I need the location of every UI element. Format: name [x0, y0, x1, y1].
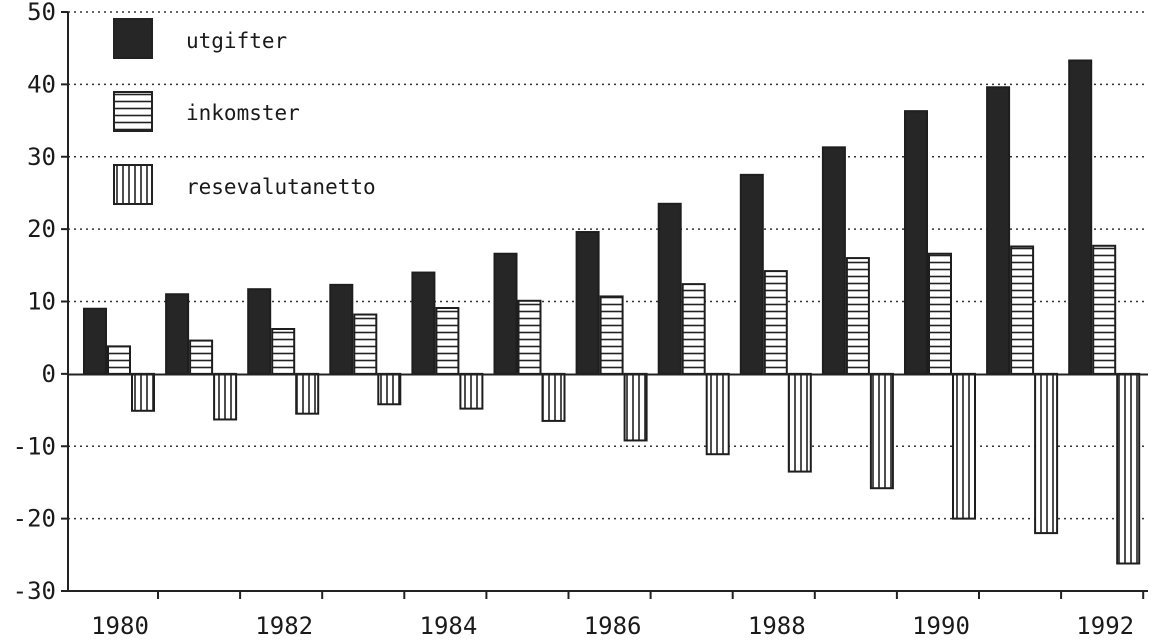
bar-resevalutanetto-1983 [377, 372, 402, 406]
bar-inkomster-1981 [189, 339, 214, 375]
y-tick-label: 20 [27, 215, 56, 243]
bars [83, 59, 1141, 565]
x-tick-label: 1982 [255, 612, 313, 640]
legend-swatch-resevalutanetto [113, 164, 153, 205]
bar-inkomster-1992 [1092, 244, 1117, 375]
bar-inkomster-1983 [353, 313, 378, 375]
x-tick-label: 1992 [1076, 612, 1134, 640]
bar-resevalutanetto-1984 [459, 372, 484, 410]
bar-resevalutanetto-1982 [295, 372, 320, 415]
bar-utgifter-1992 [1068, 59, 1093, 375]
bar-inkomster-1982 [271, 328, 296, 375]
x-tick-label: 1988 [748, 612, 806, 640]
bar-utgifter-1981 [165, 293, 190, 375]
x-tick-label: 1980 [91, 612, 149, 640]
y-tick-label: 10 [27, 288, 56, 316]
legend-label-utgifter: utgifter [186, 29, 287, 53]
x-tick-label: 1990 [912, 612, 970, 640]
bar-resevalutanetto-1980 [131, 372, 155, 412]
legend-swatch-inkomster [113, 91, 153, 132]
y-axis-ticks: -30 -20 -10 0 10 20 30 40 50 [13, 0, 68, 605]
bar-utgifter-1985 [493, 252, 518, 375]
bar-utgifter-1982 [247, 288, 272, 375]
bar-inkomster-1991 [1010, 245, 1035, 375]
bar-utgifter-1989 [821, 146, 846, 375]
legend-label-resevalutanetto: resevalutanetto [186, 175, 376, 199]
bar-inkomster-1989 [845, 257, 870, 375]
bar-resevalutanetto-1991 [1034, 372, 1059, 535]
bar-utgifter-1987 [657, 202, 682, 375]
y-tick-label: 0 [42, 360, 56, 388]
bar-utgifter-1990 [904, 110, 928, 375]
bar-utgifter-1988 [739, 173, 764, 375]
bar-inkomster-1980 [107, 345, 131, 375]
legend-swatch-utgifter [113, 18, 153, 59]
y-tick-label: 50 [27, 0, 56, 26]
bar-inkomster-1988 [763, 270, 788, 375]
bar-resevalutanetto-1992 [1116, 372, 1141, 565]
bar-resevalutanetto-1989 [869, 372, 894, 490]
bar-utgifter-1980 [83, 307, 107, 375]
bar-inkomster-1990 [928, 252, 952, 375]
x-tick-label: 1986 [584, 612, 642, 640]
legend-label-inkomster: inkomster [186, 101, 300, 125]
bar-resevalutanetto-1988 [787, 372, 812, 473]
bar-utgifter-1991 [986, 86, 1011, 375]
x-tick-label: 1984 [420, 612, 478, 640]
bar-inkomster-1987 [681, 283, 706, 375]
bar-inkomster-1985 [517, 299, 542, 375]
legend: utgifter inkomster resevalutanetto [113, 18, 376, 205]
y-tick-label: -20 [13, 505, 56, 533]
y-tick-label: -30 [13, 577, 56, 605]
bar-resevalutanetto-1990 [952, 372, 976, 520]
bar-utgifter-1984 [411, 271, 436, 375]
bar-utgifter-1986 [575, 231, 600, 375]
y-tick-label: 30 [27, 143, 56, 171]
gridlines [68, 11, 1148, 520]
bar-inkomster-1986 [599, 295, 624, 375]
bar-utgifter-1983 [329, 283, 354, 375]
bar-resevalutanetto-1981 [213, 372, 238, 421]
bar-resevalutanetto-1986 [623, 372, 648, 442]
x-axis-ticks: 1980 1982 1984 1986 1988 1990 1992 [91, 591, 1145, 640]
bar-resevalutanetto-1987 [705, 372, 730, 456]
bar-inkomster-1984 [435, 307, 460, 375]
bar-resevalutanetto-1985 [541, 372, 566, 422]
y-tick-label: -10 [13, 432, 56, 460]
y-tick-label: 40 [27, 70, 56, 98]
